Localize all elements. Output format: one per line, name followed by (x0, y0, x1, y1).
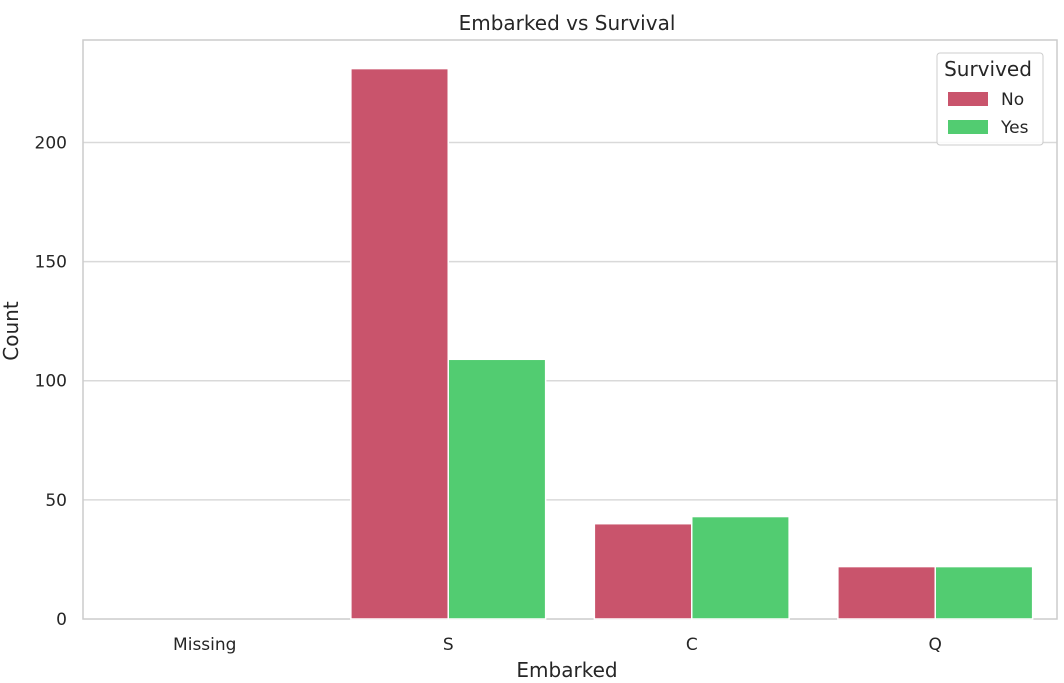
legend-swatch-no (948, 92, 988, 106)
bar-yes-s (447, 358, 547, 620)
bar-no-c (593, 522, 693, 620)
y-tick-label: 150 (35, 253, 67, 273)
y-tick-label: 0 (56, 610, 67, 630)
plot-frame (82, 39, 1058, 620)
x-tick-label: Q (929, 635, 942, 655)
x-tick-labels: Missing S C Q (173, 635, 942, 655)
x-tick-label: C (686, 635, 698, 655)
legend-label-yes: Yes (1000, 118, 1029, 138)
y-axis-label: Count (0, 301, 23, 361)
y-tick-label: 100 (35, 372, 67, 392)
gridlines (83, 141, 1057, 501)
bars (350, 67, 1034, 620)
x-tick-label: S (443, 635, 454, 655)
legend-label-no: No (1001, 90, 1024, 110)
legend-title: Survived (944, 57, 1032, 81)
y-tick-label: 200 (35, 133, 67, 153)
bar-yes-c (691, 515, 790, 620)
chart-title: Embarked vs Survival (459, 11, 676, 35)
x-tick-label: Missing (173, 635, 236, 655)
bar-yes-q (934, 565, 1034, 620)
legend: Survived No Yes (936, 52, 1044, 146)
y-tick-labels: 0 50 100 150 200 (35, 133, 67, 630)
y-tick-label: 50 (45, 491, 67, 511)
x-axis-label: Embarked (516, 658, 617, 682)
bar-no-s (350, 67, 450, 620)
bar-no-q (837, 565, 936, 620)
legend-swatch-yes (948, 120, 988, 134)
